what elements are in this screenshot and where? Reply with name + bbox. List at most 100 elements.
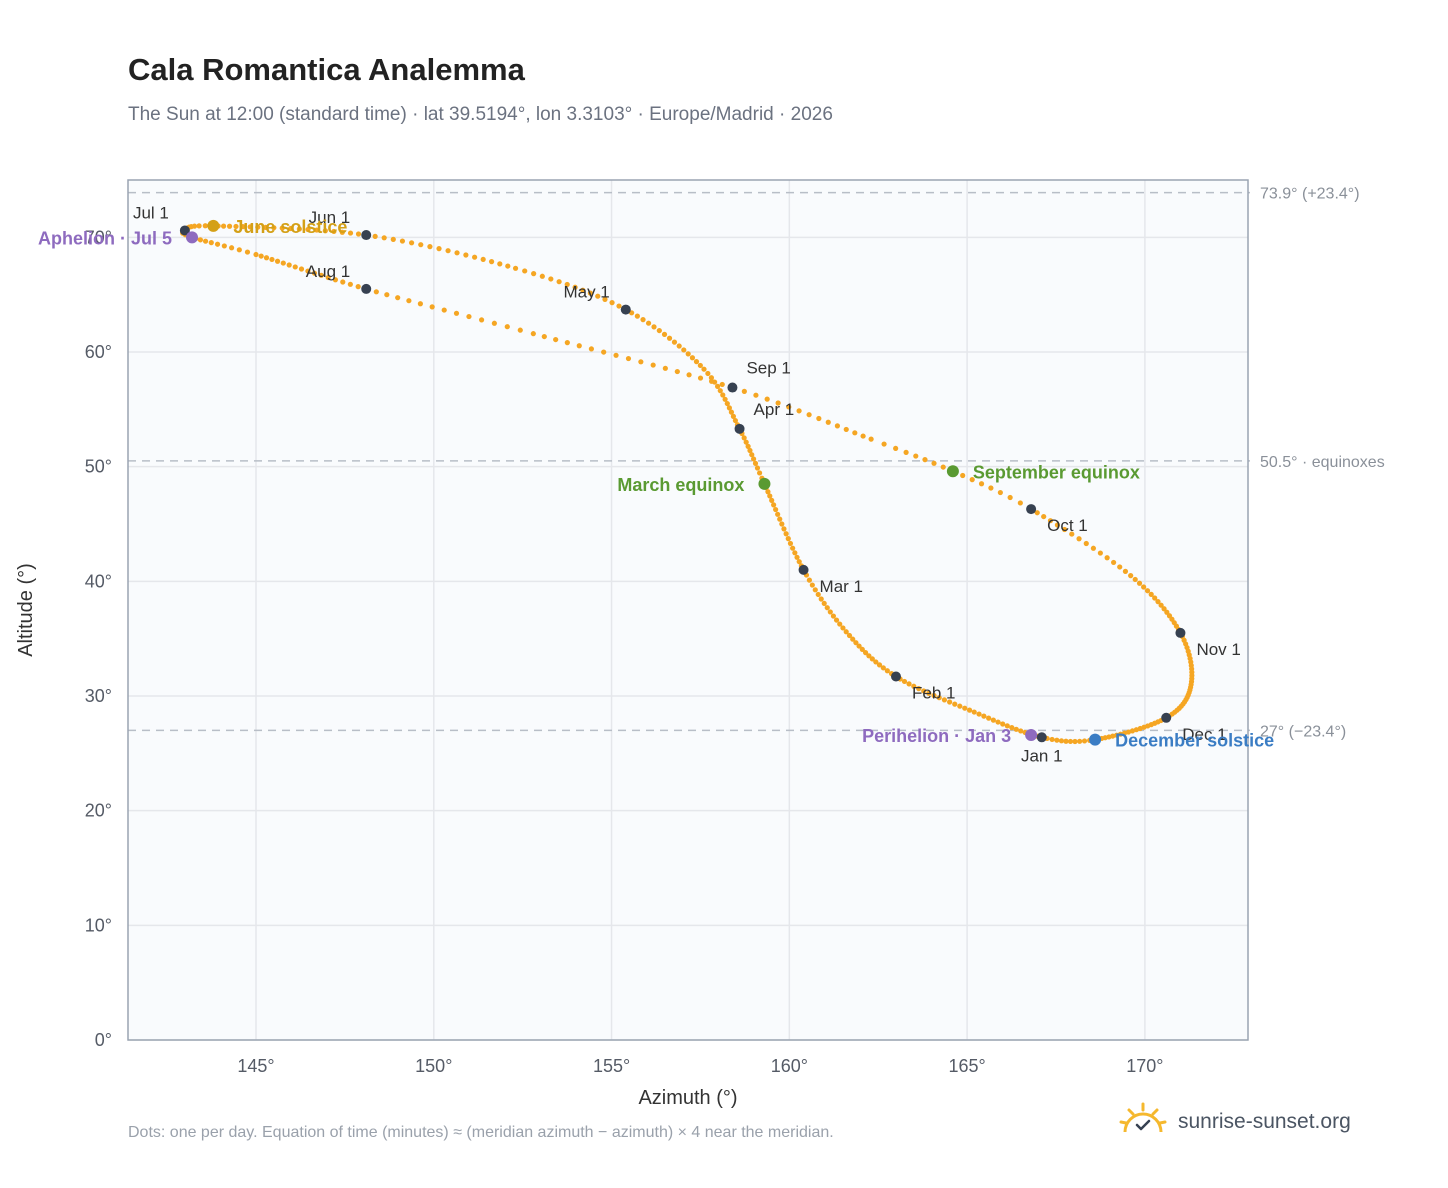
daily-sun-dot	[743, 439, 749, 445]
daily-sun-dot	[463, 252, 469, 258]
daily-sun-dot	[1054, 522, 1061, 528]
daily-sun-dot	[1148, 591, 1154, 597]
daily-sun-dot	[616, 303, 622, 309]
brand[interactable]: sunrise-sunset.org	[1118, 1102, 1351, 1141]
daily-sun-dot	[708, 378, 715, 384]
daily-sun-dot	[588, 346, 594, 352]
daily-sun-dot	[645, 320, 652, 326]
month-label: Dec 1	[1182, 725, 1226, 744]
daily-sun-dot	[1152, 595, 1158, 601]
daily-sun-dot	[1117, 564, 1123, 570]
daily-sun-dot	[796, 559, 802, 565]
daily-sun-dot	[269, 256, 275, 263]
daily-sun-dot	[880, 665, 886, 671]
daily-sun-dot	[1132, 576, 1138, 583]
daily-sun-dot	[724, 400, 730, 407]
month-marker	[1026, 504, 1037, 515]
daily-sun-dot	[903, 449, 909, 455]
daily-sun-dot	[853, 640, 859, 646]
daily-sun-dot	[373, 289, 379, 295]
plot-area	[128, 180, 1248, 1040]
daily-sun-dot	[754, 465, 761, 471]
daily-sun-dot	[576, 343, 582, 349]
daily-sun-dot	[429, 304, 435, 310]
daily-sun-dot	[921, 688, 927, 694]
daily-sun-dot	[775, 511, 781, 517]
daily-sun-dot	[296, 226, 302, 232]
daily-sun-dot	[1058, 738, 1065, 744]
event-marker	[758, 477, 771, 490]
daily-sun-dot	[790, 545, 796, 551]
y-tick-label: 30°	[85, 686, 112, 706]
daily-sun-dot	[936, 695, 942, 701]
daily-sun-dot	[689, 355, 696, 361]
daily-sun-dot	[824, 605, 830, 611]
month-marker	[179, 225, 190, 236]
month-label: Feb 1	[912, 684, 955, 703]
daily-sun-dot	[843, 426, 849, 433]
daily-sun-dot	[681, 347, 687, 353]
daily-sun-dot	[806, 577, 813, 583]
daily-sun-dot	[756, 470, 763, 476]
daily-sun-dot	[726, 405, 732, 411]
daily-sun-dot	[941, 697, 948, 703]
daily-sun-dot	[305, 226, 311, 233]
daily-sun-dot	[1004, 723, 1010, 729]
daily-sun-dot	[325, 274, 331, 281]
daily-sun-dot	[466, 313, 472, 320]
daily-sun-dot	[916, 686, 922, 692]
daily-sun-dot	[862, 650, 869, 656]
daily-sun-dot	[564, 281, 570, 288]
daily-sun-dot	[859, 646, 865, 653]
daily-sun-dot	[745, 443, 751, 449]
daily-sun-dot	[732, 417, 739, 424]
daily-sun-dot	[990, 717, 996, 723]
daily-sun-dot	[794, 554, 800, 560]
daily-sun-dot	[1013, 726, 1019, 732]
daily-sun-dot	[580, 287, 586, 293]
daily-sun-dot	[997, 489, 1003, 496]
daily-sun-dot	[666, 335, 673, 341]
daily-sun-dot	[995, 719, 1001, 725]
sun-logo-icon	[1118, 1102, 1168, 1141]
daily-sun-dot	[868, 436, 874, 442]
daily-sun-dot	[751, 456, 757, 462]
y-tick-label: 40°	[85, 571, 112, 591]
daily-sun-dot	[1018, 728, 1024, 734]
daily-sun-dot	[441, 307, 447, 313]
daily-sun-dot	[764, 396, 770, 402]
daily-sun-dot	[969, 477, 975, 483]
daily-sun-dot	[427, 244, 433, 250]
daily-sun-dot	[572, 284, 578, 290]
month-label: Nov 1	[1196, 640, 1240, 659]
event-marker	[946, 465, 959, 478]
daily-sun-dot	[292, 264, 298, 270]
daily-sun-dot	[539, 273, 545, 279]
event-label: December solstice	[1115, 731, 1274, 751]
daily-sun-dot	[202, 223, 208, 229]
daily-sun-dot	[240, 224, 246, 230]
month-label: Mar 1	[820, 577, 863, 596]
daily-sun-dot	[843, 629, 849, 635]
daily-sun-dot	[1063, 738, 1069, 744]
daily-sun-dot	[960, 472, 966, 479]
daily-sun-dot	[478, 317, 485, 323]
daily-sun-dot	[274, 258, 281, 264]
daily-sun-dot	[1083, 540, 1089, 547]
y-tick-label: 70°	[85, 227, 112, 247]
y-tick-label: 20°	[85, 801, 112, 821]
daily-sun-dot	[749, 452, 755, 458]
daily-sun-dot	[656, 327, 662, 334]
daily-sun-dot	[856, 643, 862, 649]
daily-sun-dot	[286, 262, 292, 268]
daily-sun-dot	[253, 251, 259, 258]
daily-sun-dot	[952, 701, 958, 707]
y-axis-title: Altitude (°)	[15, 563, 37, 657]
daily-sun-dot	[674, 368, 680, 375]
daily-sun-dot	[850, 636, 856, 642]
daily-sun-dot	[697, 362, 703, 369]
daily-sun-dot	[384, 292, 390, 298]
daily-sun-dot	[978, 481, 985, 487]
daily-sun-dot	[661, 331, 668, 337]
daily-sun-dot	[767, 493, 773, 499]
